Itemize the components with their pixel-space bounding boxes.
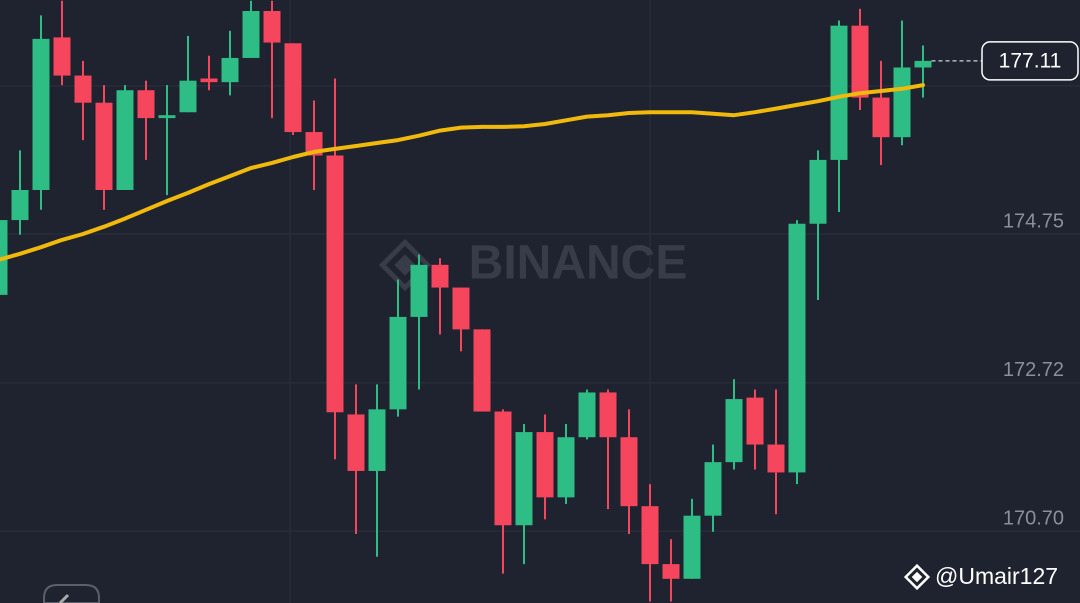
- candle-body: [536, 432, 554, 498]
- candle-body: [95, 102, 113, 190]
- candle-body: [473, 329, 491, 412]
- y-tick-label: 170.70: [1003, 507, 1064, 529]
- candle-body: [599, 392, 617, 438]
- candle-body: [326, 155, 344, 413]
- candle-body: [578, 392, 596, 438]
- candle-body: [662, 564, 680, 579]
- candle-body: [725, 399, 743, 463]
- candle-body: [158, 115, 176, 119]
- candle-body: [431, 264, 449, 288]
- candle-body: [620, 437, 638, 507]
- candle-body: [641, 506, 659, 565]
- candle-body: [32, 38, 50, 190]
- corner-icon: [58, 593, 70, 603]
- candle-body: [830, 25, 848, 160]
- candle-body: [893, 67, 911, 138]
- candle-body: [179, 80, 197, 113]
- overlay: 177.11: [931, 41, 1079, 81]
- candle-body: [389, 316, 407, 410]
- candle-body: [767, 444, 785, 473]
- candle-body: [494, 411, 512, 526]
- credit: @Umair127: [935, 563, 1058, 589]
- candle-body: [704, 462, 722, 516]
- candle-body: [221, 57, 239, 83]
- candle-body: [851, 25, 869, 98]
- last-price-tag: [981, 41, 1079, 81]
- watermark-text: BINANCE: [469, 237, 688, 290]
- y-tick-label: 172.72: [1003, 359, 1064, 381]
- candle-body: [137, 90, 155, 119]
- credit-logo: [903, 563, 931, 591]
- candle-body: [410, 264, 428, 317]
- candle-body: [200, 78, 218, 83]
- candle-body: [746, 397, 764, 445]
- y-tick-label: 174.75: [1003, 210, 1064, 232]
- candle-body: [515, 432, 533, 526]
- moving-average: [0, 83, 925, 262]
- candle-body: [557, 437, 575, 498]
- candle-body: [284, 43, 302, 133]
- candle-body: [116, 90, 134, 190]
- corner-button[interactable]: [43, 584, 100, 603]
- candle-body: [914, 60, 932, 68]
- candle-body: [368, 409, 386, 471]
- candle-body: [872, 97, 890, 138]
- candle-body: [263, 11, 281, 43]
- candle-body: [74, 75, 92, 103]
- candle-body: [11, 189, 29, 221]
- watermark: BINANCE: [378, 237, 688, 292]
- plot: [0, 0, 932, 602]
- candle-body: [53, 37, 71, 76]
- candle-body: [452, 287, 470, 330]
- candle-body: [347, 414, 365, 471]
- candle-body: [809, 159, 827, 224]
- candle-body: [788, 223, 806, 473]
- candle-body: [683, 515, 701, 579]
- candle-body: [242, 11, 260, 58]
- last-price-label: 177.11: [999, 49, 1062, 72]
